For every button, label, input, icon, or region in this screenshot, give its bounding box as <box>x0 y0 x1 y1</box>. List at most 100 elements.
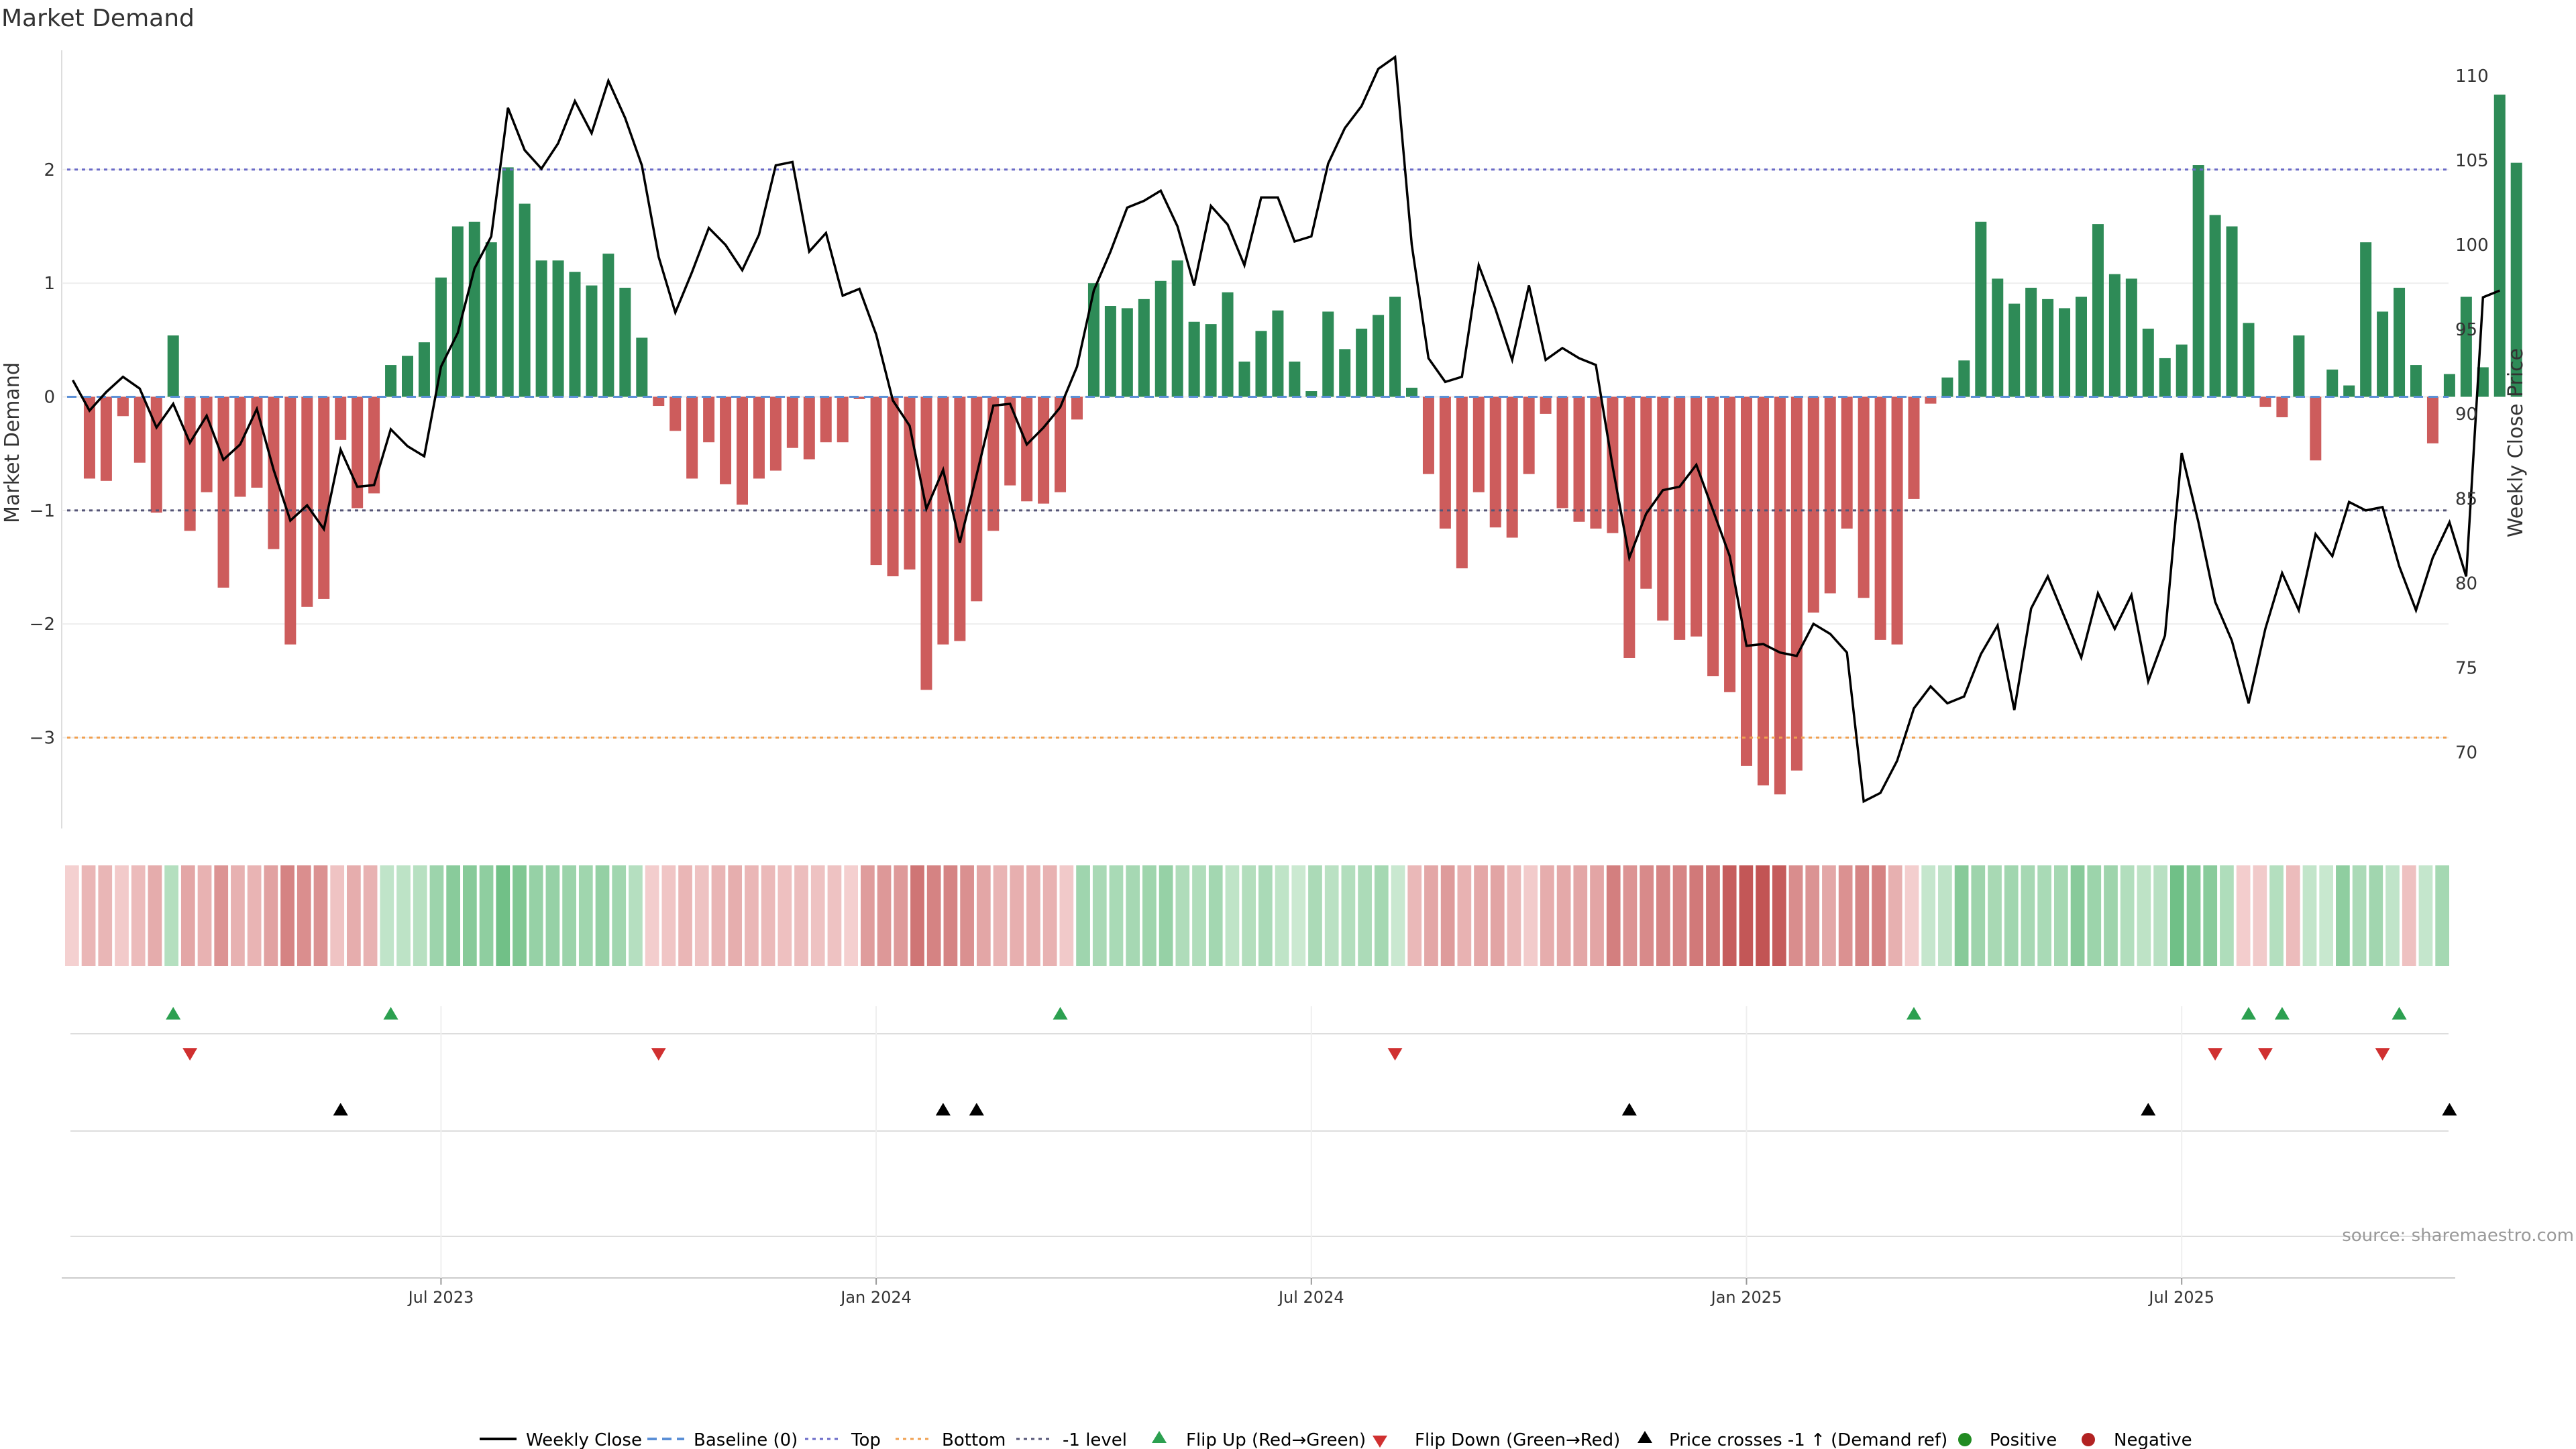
demand-bar-negative <box>920 396 932 690</box>
demand-bar-negative <box>368 396 380 494</box>
y2-tick-label: 105 <box>2455 151 2489 171</box>
strip-cell <box>347 865 361 966</box>
strip-cell <box>2435 865 2449 966</box>
legend-swatch-negative <box>2082 1433 2095 1446</box>
demand-bar-negative <box>1523 396 1535 474</box>
strip-cell <box>960 865 974 966</box>
demand-bar-negative <box>318 396 330 599</box>
demand-bar-negative <box>1071 396 1083 420</box>
flip-up-marker <box>2241 1007 2256 1020</box>
demand-bar-positive <box>1205 324 1217 397</box>
strip-cell <box>1424 865 1438 966</box>
demand-bar-negative <box>1657 396 1669 621</box>
strip-cell <box>330 865 345 966</box>
weekly-close-line <box>71 54 2500 804</box>
demand-bar-negative <box>83 396 95 479</box>
strip-cell <box>115 865 129 966</box>
strip-cell <box>231 865 245 966</box>
demand-bar-positive <box>1975 221 1987 397</box>
strip-cell <box>1374 865 1389 966</box>
strip-cell <box>529 865 543 966</box>
demand-bar-positive <box>1373 315 1385 397</box>
demand-bar-negative <box>1456 396 1468 569</box>
strip-cell <box>2037 865 2051 966</box>
main-gridlines <box>61 50 2449 828</box>
strip-cell <box>910 865 924 966</box>
demand-bar-negative <box>653 396 665 407</box>
strip-cell <box>1490 865 1505 966</box>
demand-bar-positive <box>435 277 447 397</box>
demand-bar-positive <box>402 356 413 397</box>
y-tick-label: 0 <box>44 387 55 407</box>
strip-cell <box>844 865 858 966</box>
strip-cell <box>545 865 560 966</box>
strip-cell <box>761 865 775 966</box>
demand-bar-positive <box>2460 297 2472 397</box>
demand-bar-negative <box>1573 396 1585 522</box>
demand-bar-positive <box>2209 215 2221 397</box>
legend-label-weekly-close: Weekly Close <box>526 1430 642 1449</box>
demand-bar-positive <box>1389 297 1401 397</box>
strip-cell <box>578 865 593 966</box>
strip-cell <box>1092 865 1107 966</box>
demand-bar-negative <box>1674 396 1686 640</box>
strip-cell <box>2369 865 2383 966</box>
strip-cell <box>496 865 511 966</box>
strip-cell <box>1159 865 1173 966</box>
demand-bar-positive <box>1305 391 1318 397</box>
demand-bar-negative <box>2426 396 2438 443</box>
strip-cell <box>810 865 825 966</box>
strip-cell <box>629 865 643 966</box>
y2-tick-label: 80 <box>2455 574 2477 594</box>
demand-bar-negative <box>2259 396 2271 407</box>
strip-cell <box>745 865 759 966</box>
demand-bar-positive <box>468 221 480 397</box>
strip-cell <box>595 865 610 966</box>
flip-down-marker <box>2257 1048 2273 1061</box>
left-axis: −3 −2 −1 0 1 2 <box>30 160 55 749</box>
strip-cell <box>926 865 941 966</box>
demand-bar-negative <box>234 396 246 497</box>
strip-cell <box>1341 865 1356 966</box>
demand-bar-positive <box>2394 287 2406 397</box>
demand-bar-positive <box>1104 306 1116 397</box>
demand-bar-positive <box>1992 278 2004 397</box>
strip-cell <box>1756 865 1770 966</box>
strip-cell <box>2104 865 2118 966</box>
demand-bar-positive <box>552 260 564 397</box>
strip-cell <box>1175 865 1190 966</box>
strip-cell <box>1921 865 1936 966</box>
demand-bar-positive <box>1339 349 1351 397</box>
strip-cell <box>148 865 162 966</box>
demand-bar-negative <box>1472 396 1485 492</box>
strip-cell <box>513 865 527 966</box>
strip-cell <box>2169 865 2184 966</box>
strip-cell <box>1242 865 1256 966</box>
strip-cell <box>180 865 195 966</box>
strip-cell <box>1308 865 1322 966</box>
demand-bar-positive <box>2510 162 2522 397</box>
y2-axis-label: Weekly Close Price <box>2504 348 2528 537</box>
strip-cell <box>1126 865 1140 966</box>
demand-bar-positive <box>2025 287 2037 397</box>
demand-bar-positive <box>2226 226 2238 397</box>
demand-bar-negative <box>803 396 815 460</box>
strip-cell <box>728 865 743 966</box>
legend-label-positive: Positive <box>1990 1430 2057 1449</box>
demand-bar-negative <box>753 396 765 479</box>
strip-cell <box>2286 865 2300 966</box>
strip-cell <box>1076 865 1090 966</box>
strip-cell <box>694 865 709 966</box>
strip-cell <box>1474 865 1488 966</box>
flip-down-marker <box>651 1048 666 1061</box>
demand-bar-negative <box>954 396 966 641</box>
strip-cell <box>861 865 875 966</box>
demand-bar-positive <box>1322 311 1334 397</box>
demand-bar-positive <box>2377 311 2389 397</box>
demand-bar-negative <box>1640 396 1652 589</box>
strip-cell <box>1208 865 1223 966</box>
demand-bar-negative <box>737 396 748 505</box>
demand-bar-positive <box>1155 280 1167 397</box>
strip-cell <box>2352 865 2367 966</box>
strip-cell <box>1507 865 1521 966</box>
